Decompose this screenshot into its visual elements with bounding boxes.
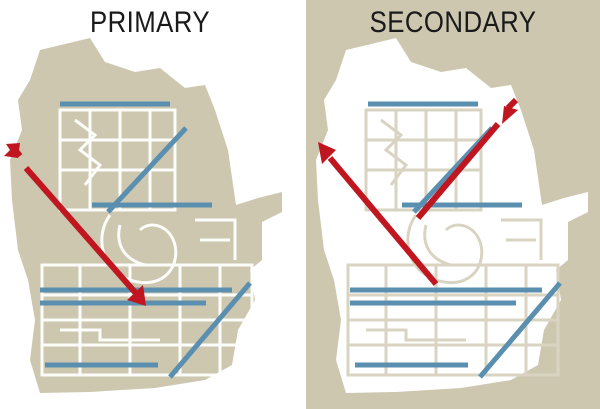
secondary-approach-arrow-head bbox=[502, 106, 518, 124]
runway-diagonal-south bbox=[168, 281, 252, 379]
runway-diagonal-north bbox=[106, 126, 188, 214]
primary-airport-map bbox=[4, 38, 282, 393]
primary-panel: PRIMARY bbox=[4, 6, 282, 393]
primary-title: PRIMARY bbox=[89, 6, 211, 39]
runway-diagonal-south bbox=[478, 281, 562, 379]
primary-flow-line bbox=[23, 166, 143, 300]
secondary-title: SECONDARY bbox=[369, 6, 537, 39]
primary-flow-arrows bbox=[4, 143, 146, 306]
secondary-approach-line bbox=[415, 122, 501, 220]
secondary-flow-arrows bbox=[318, 97, 519, 286]
secondary-airport-map bbox=[316, 38, 588, 393]
secondary-departure-arrow-head bbox=[318, 142, 336, 164]
secondary-panel: SECONDARY bbox=[306, 0, 600, 409]
taxiway-network bbox=[346, 108, 560, 377]
secondary-departure-line bbox=[327, 156, 439, 286]
taxiway-network bbox=[40, 108, 254, 377]
primary-arrow-head-end bbox=[127, 285, 146, 306]
runways bbox=[40, 101, 252, 379]
